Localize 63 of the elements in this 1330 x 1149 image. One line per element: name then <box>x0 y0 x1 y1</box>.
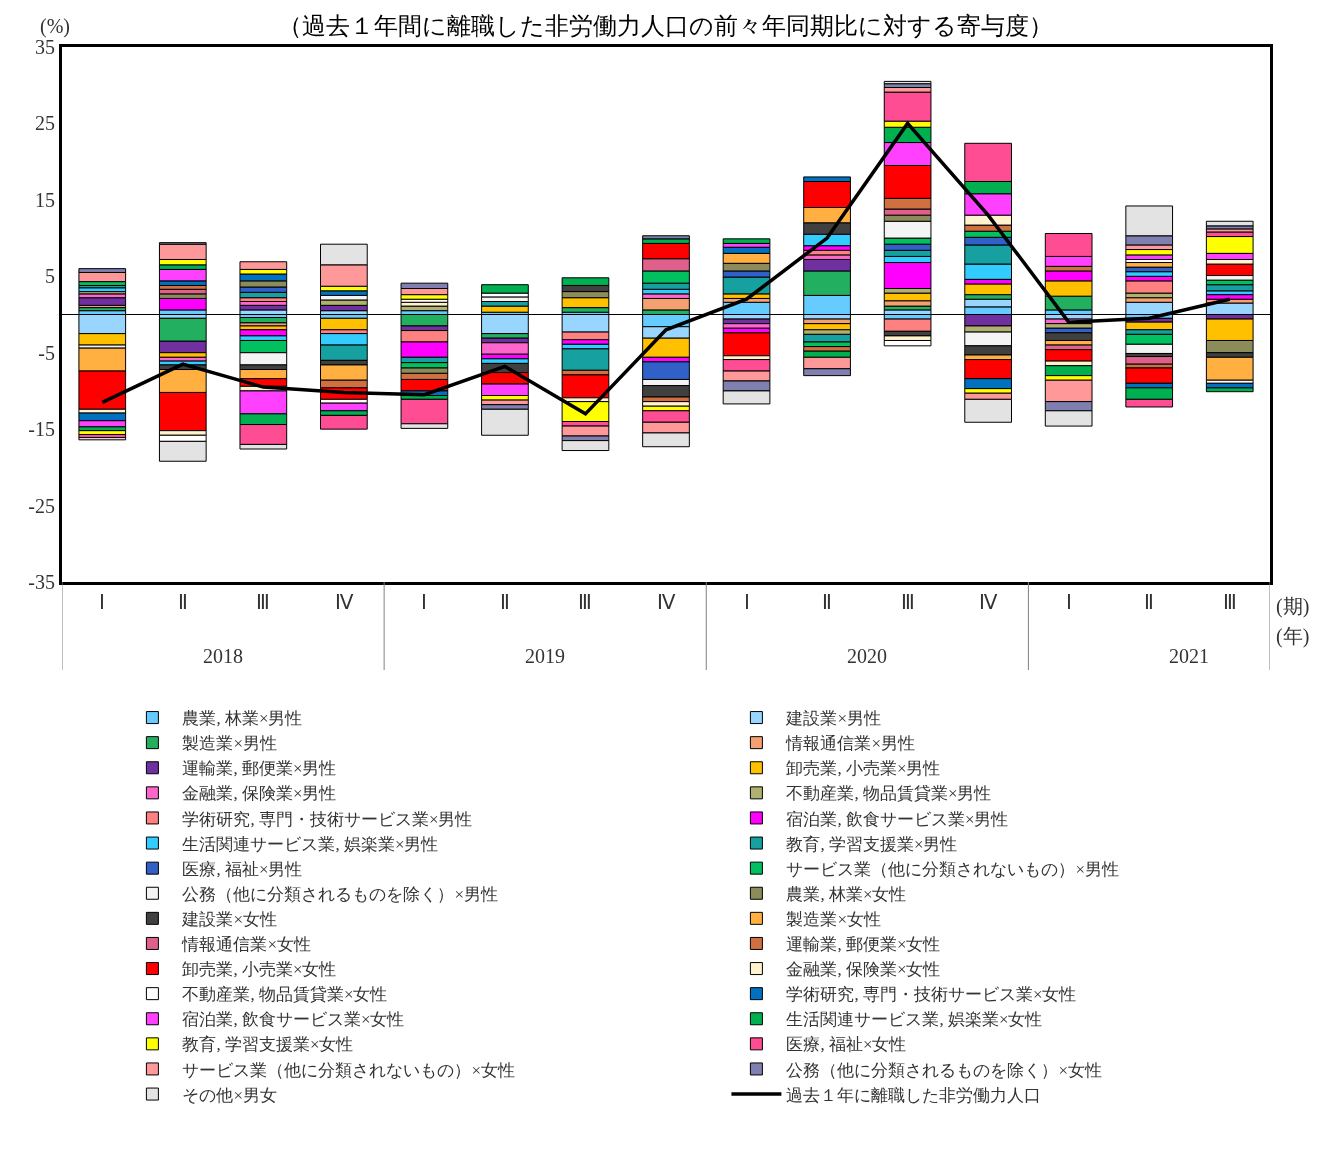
x-tick-label: Ⅳ <box>657 591 676 613</box>
text: 2018 <box>203 645 243 667</box>
x-tick-label: Ⅰ <box>743 591 750 613</box>
legend-label: 宿泊業, 飲食サービス業×男性 <box>786 809 1009 829</box>
legend-label: 運輸業, 郵便業×女性 <box>786 935 941 955</box>
legend-label: 金融業, 保険業×男性 <box>182 784 337 804</box>
y-tick-label: 5 <box>45 265 55 288</box>
x-tick-label: Ⅱ <box>177 591 188 613</box>
text: (%) <box>40 15 70 38</box>
x-tick-label: Ⅳ <box>979 591 999 613</box>
x-tick-label: Ⅲ <box>578 591 593 613</box>
x-tick-label: Ⅲ <box>256 591 271 613</box>
legend-label: 公務（他に分類されるものを除く）×男性 <box>182 884 498 904</box>
legend-label: 情報通信業×男性 <box>785 734 915 754</box>
legend-label: 生活関連サービス業, 娯楽業×男性 <box>182 834 439 854</box>
x-tick-label: Ⅲ <box>900 591 915 613</box>
legend-label: 不動産業, 物品賃貸業×女性 <box>182 985 388 1005</box>
legend-label: 学術研究, 専門・技術サービス業×女性 <box>786 985 1077 1005</box>
x-tick-label: Ⅱ <box>499 591 510 613</box>
x-tick-label: Ⅲ <box>1222 591 1237 613</box>
legend-label: 宿泊業, 飲食サービス業×女性 <box>182 1010 405 1030</box>
x-tick-label: Ⅱ <box>1144 591 1155 613</box>
y-tick-label: 35 <box>35 36 55 58</box>
legend-label: サービス業（他に分類されないもの）×男性 <box>786 859 1119 879</box>
legend-label: サービス業（他に分類されないもの）×女性 <box>182 1060 515 1080</box>
legend-label: 卸売業, 小売業×女性 <box>182 960 337 980</box>
legend-label: 製造業×女性 <box>786 909 881 929</box>
y-tick-label: -25 <box>28 494 55 517</box>
y-tick-label: -35 <box>28 571 55 593</box>
y-tick-label: 25 <box>35 112 55 135</box>
y-tick-label: 15 <box>35 188 55 211</box>
legend-label: 建設業×男性 <box>785 709 881 729</box>
x-tick-label: Ⅰ <box>99 591 106 613</box>
legend-label: 公務（他に分類されるものを除く）×女性 <box>786 1060 1102 1080</box>
x-tick-label: Ⅱ <box>822 591 833 613</box>
legend-label: 不動産業, 物品賃貸業×男性 <box>786 784 992 804</box>
text: 2019 <box>525 645 565 667</box>
legend-label: 医療, 福祉×男性 <box>182 859 303 879</box>
legend-label: 教育, 学習支援業×女性 <box>182 1035 354 1055</box>
legend-label: その他×男女 <box>182 1085 277 1105</box>
y-tick-label: -15 <box>28 418 55 441</box>
legend-label: 医療, 福祉×女性 <box>786 1035 907 1055</box>
text: 2020 <box>847 645 887 667</box>
legend-label: 教育, 学習支援業×男性 <box>786 834 958 854</box>
legend-label: 生活関連サービス業, 娯楽業×女性 <box>786 1010 1043 1030</box>
legend-label: 学術研究, 専門・技術サービス業×男性 <box>182 809 473 829</box>
legend-label: 運輸業, 郵便業×男性 <box>182 759 337 779</box>
legend-label: 卸売業, 小売業×男性 <box>786 759 941 779</box>
legend-label: 情報通信業×女性 <box>181 935 311 955</box>
x-tick-label: Ⅰ <box>421 591 428 613</box>
chart-title: （過去１年間に離職した非労働力人口の前々年同期比に対する寄与度） <box>277 13 1053 40</box>
x-tick-label: Ⅰ <box>1065 591 1072 613</box>
y-tick-label: -5 <box>38 341 55 364</box>
legend-label: 建設業×女性 <box>181 909 277 929</box>
text: (期) <box>1276 595 1310 618</box>
text: (年) <box>1276 625 1310 648</box>
legend-label: 製造業×男性 <box>182 734 277 754</box>
legend-label: 過去１年に離職した非労働力人口 <box>786 1085 1042 1105</box>
text: 2021 <box>1169 645 1209 667</box>
legend-label: 農業, 林業×男性 <box>182 709 303 729</box>
x-tick-label: Ⅳ <box>334 591 354 613</box>
legend-label: 農業, 林業×女性 <box>786 884 907 904</box>
legend-label: 金融業, 保険業×女性 <box>786 960 941 980</box>
